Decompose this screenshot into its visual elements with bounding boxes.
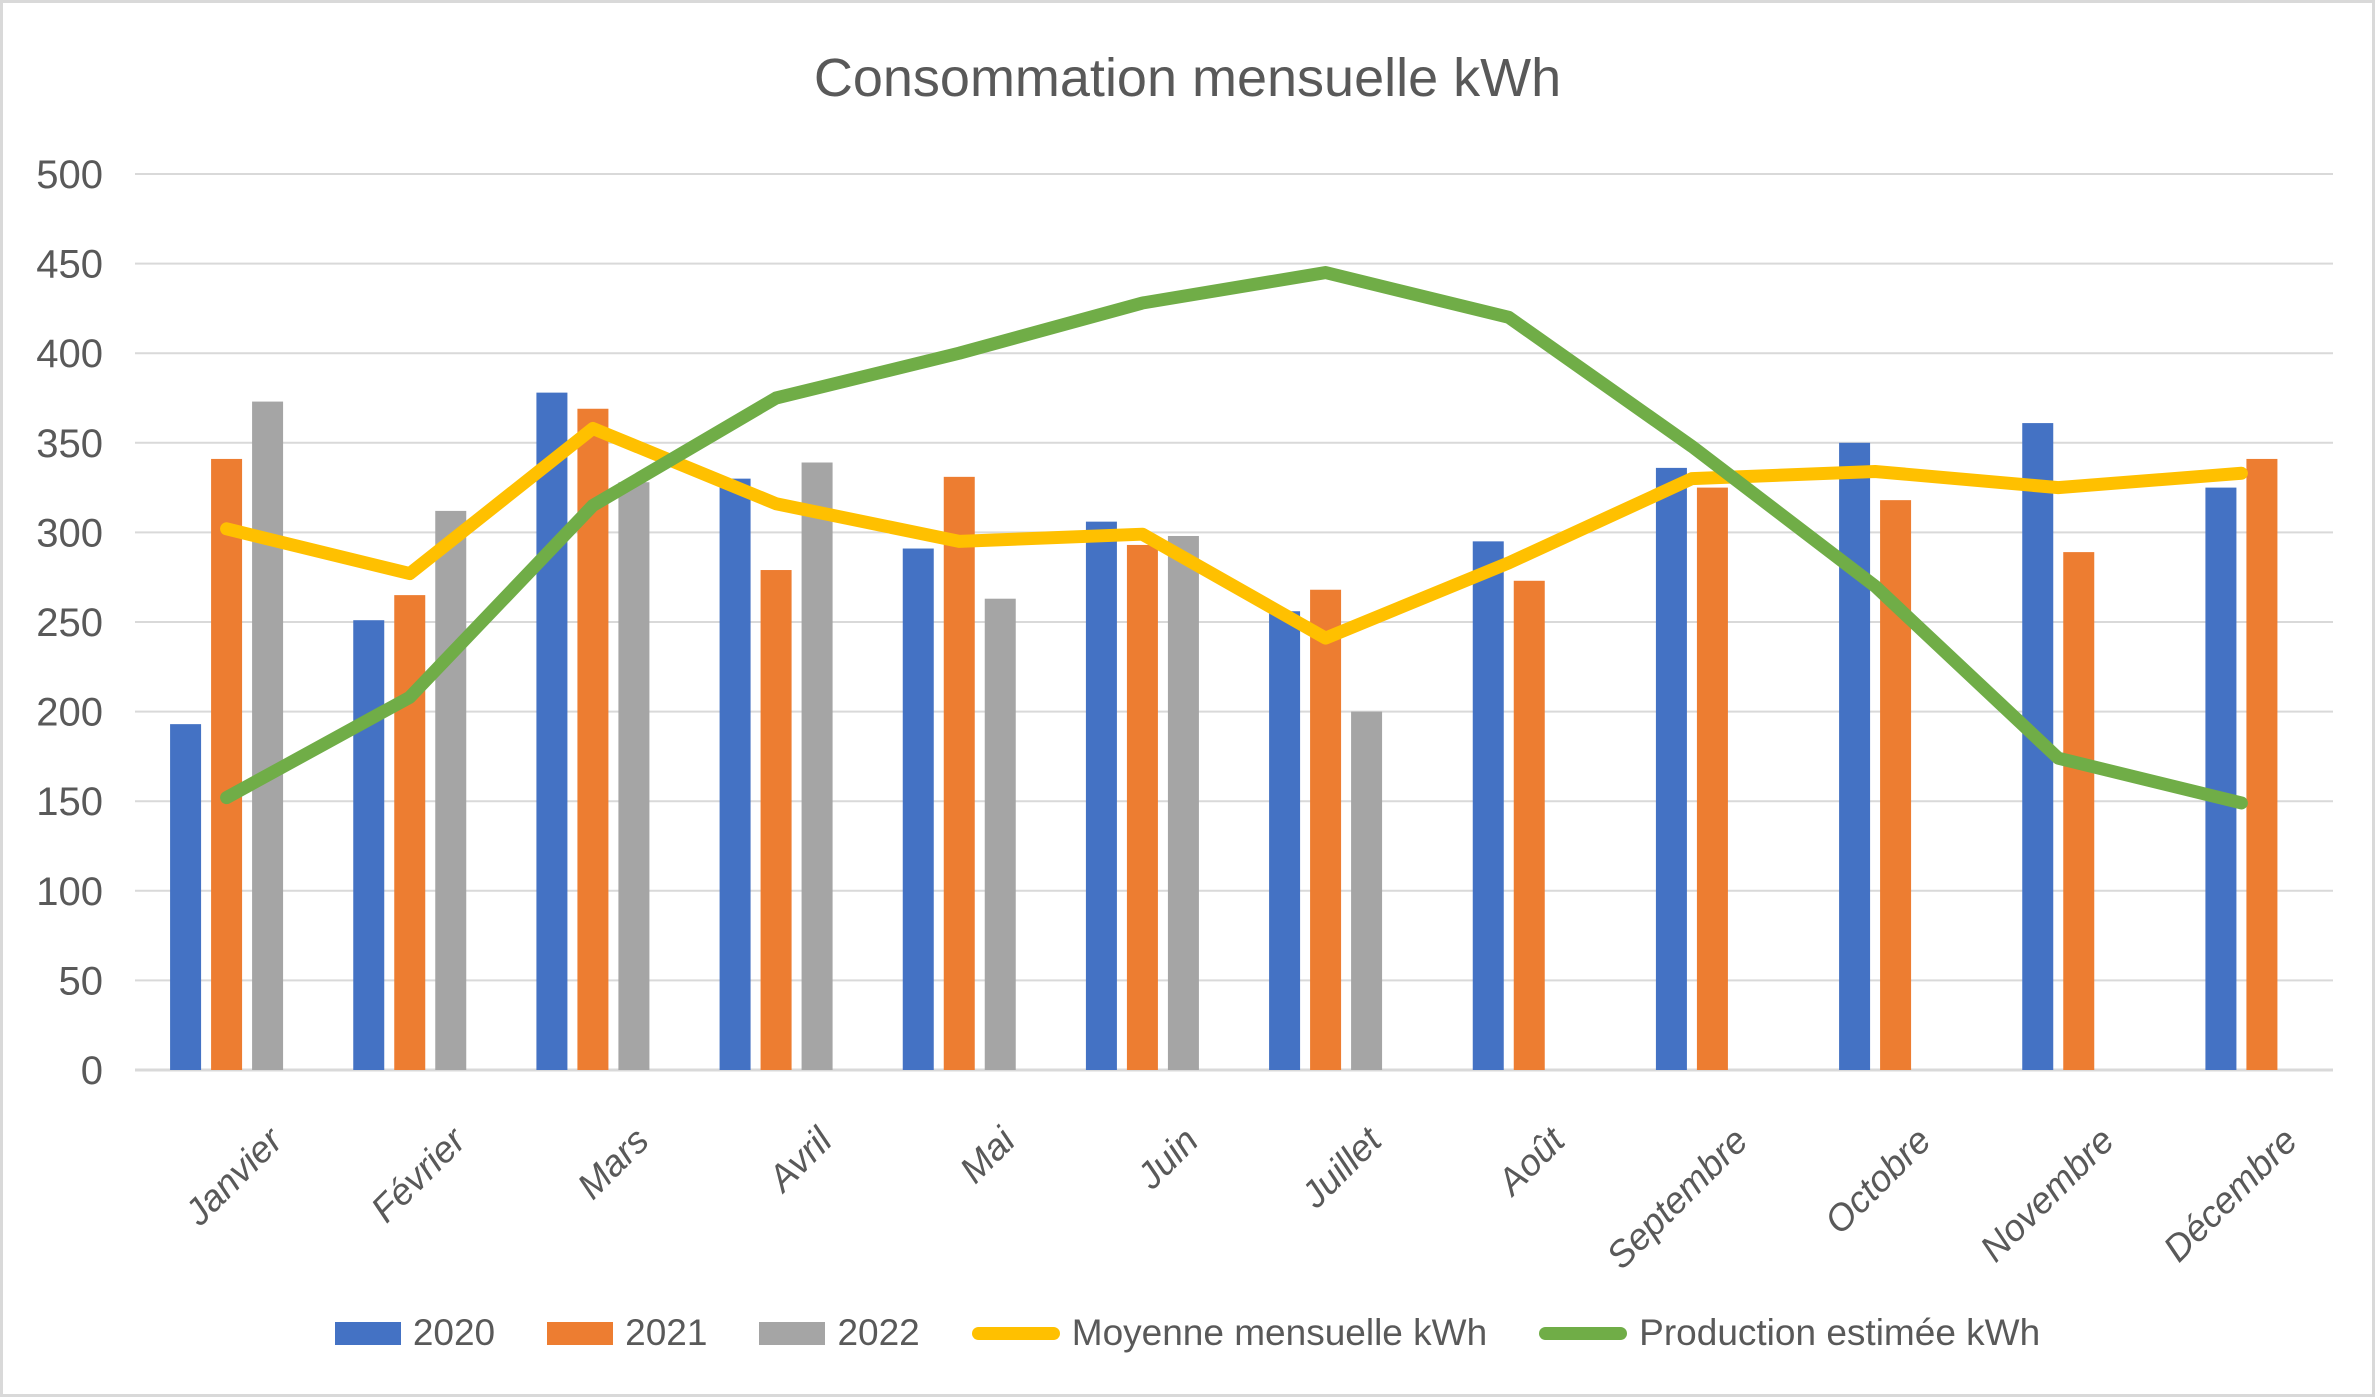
bar-2021-Juillet	[1310, 589, 1342, 1070]
bar-2021-Août	[1513, 580, 1545, 1070]
bar-2022-Juillet	[1351, 711, 1383, 1070]
legend-swatch-moyenne-line	[971, 1326, 1060, 1340]
legend-item-2021: 2021	[547, 1312, 707, 1354]
y-axis-tick-label: 300	[36, 511, 103, 555]
y-axis-tick-label: 250	[36, 601, 103, 645]
y-axis-tick-label: 350	[36, 422, 103, 466]
legend-item-moyenne: Moyenne mensuelle kWh	[971, 1312, 1488, 1354]
y-axis-tick-label: 0	[81, 1049, 103, 1093]
bar-2022-Janvier	[252, 401, 284, 1071]
bar-2020-Décembre	[2205, 487, 2237, 1071]
legend-swatch-2020	[334, 1321, 401, 1345]
x-axis-label-Mars: Mars	[569, 1120, 656, 1207]
legend-swatch-2022	[759, 1321, 826, 1345]
bar-2020-Août	[1472, 541, 1504, 1070]
bar-2021-Janvier	[211, 458, 243, 1071]
x-axis-label-Août: Août	[1488, 1118, 1573, 1203]
x-axis-label-Juin: Juin	[1128, 1120, 1206, 1198]
bar-2020-Juillet	[1269, 611, 1301, 1070]
legend-swatch-production-line	[1539, 1326, 1628, 1340]
line-series-Moyenne mensuelle kWh	[220, 421, 2248, 645]
bar-2020-Avril	[719, 478, 751, 1070]
bar-2022-Juin	[1167, 535, 1199, 1070]
legend-label-2020: 2020	[412, 1312, 496, 1353]
bar-2020-Mars	[536, 392, 568, 1070]
y-axis-tick-label: 150	[36, 780, 103, 824]
legend-item-2020: 2020	[334, 1312, 496, 1354]
legend-label-moyenne: Moyenne mensuelle kWh	[1071, 1312, 1488, 1353]
y-axis-tick-label: 50	[59, 959, 104, 1003]
bar-2020-Mai	[902, 548, 934, 1070]
x-axis-label-Septembre: Septembre	[1599, 1120, 1756, 1277]
x-axis-label-Juillet: Juillet	[1293, 1118, 1391, 1216]
bar-2020-Septembre	[1655, 467, 1687, 1070]
bar-2020-Juin	[1085, 521, 1117, 1070]
bar-2020-Octobre	[1839, 442, 1871, 1070]
legend-item-2022: 2022	[759, 1312, 920, 1354]
line-series-Production estimée kWh	[220, 266, 2248, 810]
legend-item-production: Production estimée kWh	[1539, 1312, 2040, 1354]
bar-2022-Avril	[801, 462, 833, 1071]
chart-svg: 0 50 100 150 200 250 300 350 400 450 500 Janvier Fév…	[36, 153, 2333, 1277]
x-axis-label-Octobre: Octobre	[1817, 1120, 1939, 1242]
legend-swatch-2021	[547, 1321, 614, 1345]
x-axis-label-Décembre: Décembre	[2155, 1120, 2305, 1270]
x-axis-label-Mai: Mai	[952, 1118, 1024, 1190]
bar-2021-Avril	[760, 570, 792, 1070]
bar-2020-Janvier	[170, 724, 202, 1070]
bar-2021-Février	[394, 595, 426, 1070]
bar-2021-Novembre	[2063, 552, 2095, 1070]
bar-2021-Septembre	[1696, 487, 1728, 1071]
bar-2022-Mai	[984, 598, 1016, 1070]
bar-2022-Février	[435, 510, 467, 1070]
y-axis-tick-label: 100	[36, 870, 103, 914]
y-axis-tick-label: 450	[36, 243, 103, 287]
bar-2021-Juin	[1126, 544, 1158, 1070]
legend-label-2022: 2022	[837, 1312, 920, 1353]
x-axis-label-Novembre: Novembre	[1972, 1120, 2122, 1270]
bar-2021-Octobre	[1880, 500, 1912, 1070]
legend-label-production: Production estimée kWh	[1639, 1312, 2041, 1353]
x-axis-label-Février: Février	[363, 1118, 475, 1230]
bar-2021-Mai	[943, 476, 975, 1070]
x-axis-label-Avril: Avril	[759, 1118, 841, 1200]
bar-2021-Décembre	[2246, 458, 2278, 1071]
x-axis-label-Janvier: Janvier	[176, 1118, 291, 1233]
bar-2020-Février	[353, 620, 385, 1070]
y-axis-tick-label: 400	[36, 332, 103, 376]
bar-2022-Mars	[618, 482, 650, 1070]
chart-legend: 2020 2021 2022 Moyenne mensuelle kWh Pro…	[3, 1305, 2372, 1361]
y-axis-tick-label: 500	[36, 153, 103, 197]
legend-label-2021: 2021	[625, 1312, 708, 1353]
chart-title: Consommation mensuelle kWh	[813, 48, 1562, 108]
y-axis-tick-label: 200	[36, 691, 103, 735]
